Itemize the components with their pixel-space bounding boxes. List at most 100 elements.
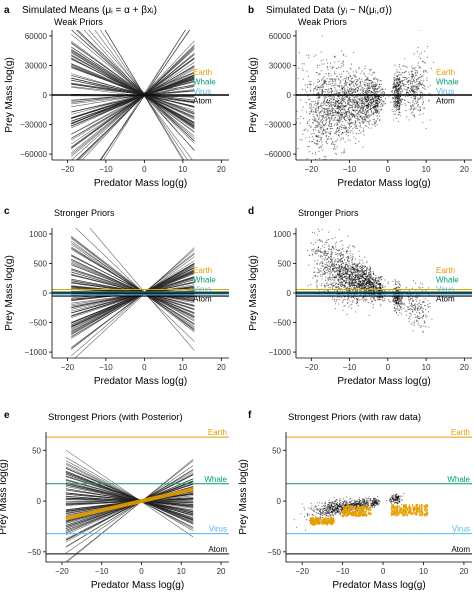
data-point [400, 74, 402, 76]
data-point [373, 282, 375, 284]
data-point [336, 285, 338, 288]
data-point [338, 95, 340, 98]
data-point [331, 106, 333, 108]
data-point [325, 155, 327, 158]
data-point [338, 298, 340, 301]
data-point [350, 117, 352, 119]
data-point [371, 277, 373, 279]
data-point [393, 92, 396, 94]
data-point [387, 299, 390, 301]
data-point [340, 108, 343, 111]
panel-letter: d [248, 206, 254, 217]
data-point [348, 275, 351, 278]
data-point [382, 102, 384, 104]
data-point [330, 117, 332, 119]
data-point [323, 124, 325, 126]
data-point [363, 72, 365, 74]
data-point [355, 88, 357, 90]
data-point [316, 280, 318, 282]
x-tick-label: 20 [217, 165, 226, 174]
data-point [321, 283, 323, 285]
data-point [321, 251, 323, 253]
data-point [303, 63, 305, 65]
data-point [406, 88, 409, 90]
data-point [338, 119, 340, 122]
data-point [344, 128, 347, 130]
x-tick-label: 0 [142, 165, 147, 174]
data-point [352, 289, 354, 292]
y-axis-label: Prey Mass log(g) [4, 255, 15, 331]
data-point [329, 275, 331, 277]
data-point [346, 93, 348, 95]
data-point [399, 285, 402, 287]
data-point [347, 100, 349, 102]
data-point [356, 80, 358, 83]
data-point [396, 104, 398, 106]
data-point [376, 115, 378, 117]
data-point [369, 80, 372, 82]
data-point [411, 310, 414, 312]
data-point [356, 127, 358, 129]
data-point [393, 287, 395, 289]
data-point [316, 97, 318, 99]
plot-area [52, 228, 229, 358]
data-point [400, 72, 402, 74]
data-point [364, 96, 367, 98]
data-point [415, 298, 417, 301]
data-point [355, 114, 357, 116]
data-point [343, 299, 345, 301]
data-point [347, 78, 350, 80]
data-point [333, 143, 335, 145]
prior-line [71, 254, 195, 321]
data-point [323, 247, 326, 249]
data-point [311, 100, 313, 103]
data-point [352, 301, 354, 303]
data-point [333, 147, 336, 149]
prior-line [71, 59, 195, 119]
data-point [400, 98, 402, 100]
data-point [356, 284, 358, 286]
data-point [332, 148, 335, 150]
data-point [341, 50, 343, 52]
data-point [426, 71, 428, 73]
data-point [376, 107, 378, 109]
data-point [367, 103, 369, 105]
data-point [342, 255, 344, 257]
data-point [323, 99, 325, 101]
data-point [341, 284, 343, 286]
data-point [342, 301, 344, 304]
data-point [314, 135, 317, 137]
data-point [345, 127, 348, 129]
data-point [327, 112, 329, 114]
data-point [404, 85, 406, 88]
data-point [353, 98, 355, 100]
data-point [371, 87, 374, 89]
data-point [369, 285, 371, 287]
data-point [373, 273, 375, 276]
data-point [322, 127, 324, 129]
data-point [318, 86, 320, 88]
data-point [400, 300, 402, 302]
data-point [318, 238, 320, 241]
data-point [351, 102, 353, 104]
data-point [364, 65, 367, 67]
data-point [399, 88, 401, 90]
data-point [327, 284, 329, 286]
data-point [359, 277, 361, 280]
data-point [346, 129, 348, 131]
data-point [331, 282, 333, 285]
data-point [340, 105, 342, 108]
data-point [363, 271, 365, 273]
data-point [332, 107, 334, 109]
data-point [350, 118, 352, 120]
reference-label-atom: Atom [193, 97, 212, 106]
data-point [397, 106, 399, 109]
data-point [381, 284, 383, 286]
data-point [382, 105, 384, 107]
data-point [357, 279, 360, 281]
data-point [330, 138, 332, 140]
data-point [345, 286, 347, 288]
data-point [413, 53, 415, 55]
data-point [378, 290, 380, 292]
data-point [367, 293, 369, 295]
